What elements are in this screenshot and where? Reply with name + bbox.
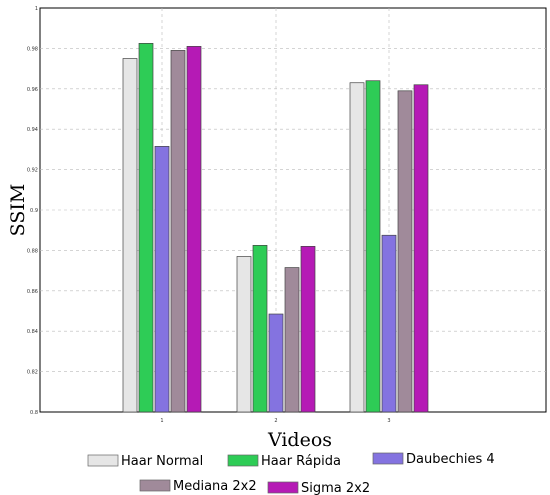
y-tick-label: 0.8 (30, 410, 38, 416)
bars (122, 42, 429, 413)
y-tick-label: 0.94 (27, 127, 38, 133)
y-tick-label: 0.88 (27, 248, 38, 254)
bar-haar-normal-video-3 (349, 82, 365, 413)
bar-mediana-2x2-video-2 (284, 267, 300, 413)
x-tick-label: 2 (274, 418, 277, 424)
y-tick-label: 0.84 (27, 329, 38, 335)
legend-swatch (139, 479, 171, 492)
legend-label: Haar Rápida (261, 454, 341, 469)
legend-swatch (267, 481, 299, 494)
y-tick-label: 0.82 (27, 370, 38, 376)
legend-label: Mediana 2x2 (173, 479, 257, 494)
y-axis-title: SSIM (7, 184, 29, 237)
y-tick-label: 0.96 (27, 87, 38, 93)
bar-daubechies-4-video-1 (154, 146, 170, 413)
x-tick-label: 1 (160, 418, 163, 424)
bar-haar-r-pida-video-3 (365, 80, 381, 413)
bar-sigma-2x2-video-3 (413, 84, 429, 413)
legend-label: Sigma 2x2 (301, 481, 370, 495)
x-tick-label: 3 (387, 418, 390, 424)
bar-haar-normal-video-1 (122, 58, 138, 413)
legend-label: Daubechies 4 (406, 452, 495, 467)
legend-swatch (227, 454, 259, 467)
bar-daubechies-4-video-3 (381, 234, 397, 413)
legend: Haar Normal Haar Rápida Daubechies 4 Median… (87, 452, 495, 495)
bar-mediana-2x2-video-3 (397, 90, 413, 413)
bar-sigma-2x2-video-2 (300, 246, 316, 413)
y-tick-label: 1 (35, 6, 38, 12)
legend-swatch (87, 454, 119, 467)
x-axis-title: Videos (267, 429, 332, 451)
bar-sigma-2x2-video-1 (186, 46, 202, 413)
bar-mediana-2x2-video-1 (170, 50, 186, 413)
y-tick-label: 0.92 (27, 168, 38, 174)
y-tick-label: 0.86 (27, 289, 38, 295)
legend-label: Haar Normal (121, 454, 203, 469)
x-tick-labels: 1 2 3 (160, 418, 390, 424)
bar-haar-r-pida-video-2 (252, 245, 268, 413)
bar-haar-r-pida-video-1 (138, 42, 154, 413)
y-tick-labels: 0.8 0.82 0.84 0.86 0.88 0.9 0.92 0.94 0.96 0.98 1 (27, 6, 38, 416)
bar-daubechies-4-video-2 (268, 313, 284, 413)
y-tick-label: 0.98 (27, 46, 38, 52)
legend-swatch (372, 452, 404, 465)
bar-haar-normal-video-2 (236, 256, 252, 413)
y-tick-label: 0.9 (30, 208, 38, 214)
